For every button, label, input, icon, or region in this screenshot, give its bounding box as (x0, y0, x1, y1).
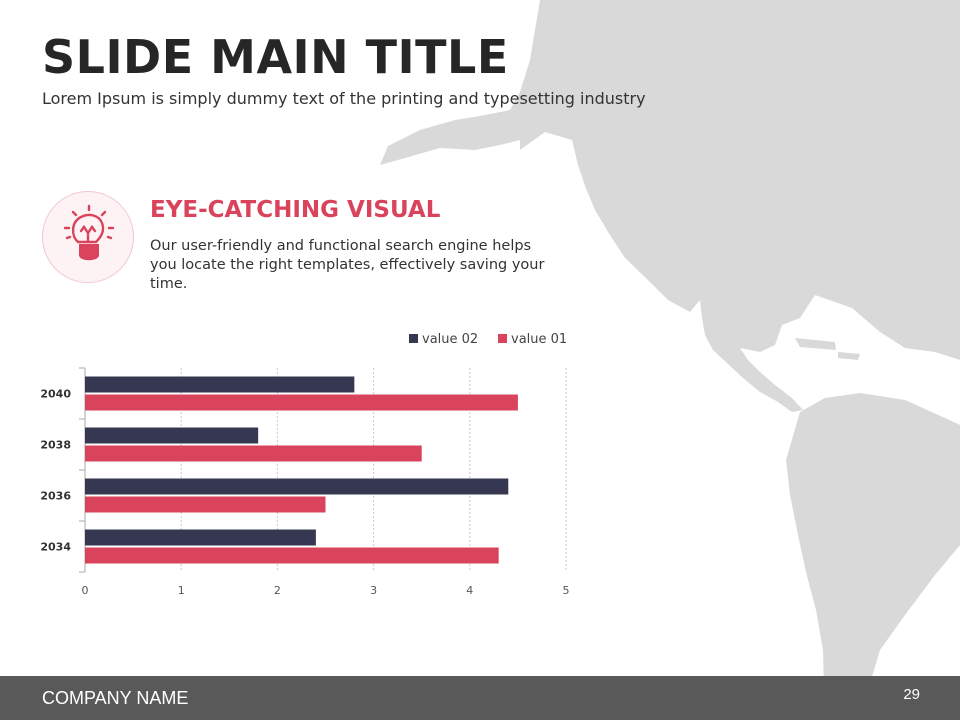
feature-icon-circle (42, 191, 134, 283)
lightbulb-icon (63, 204, 115, 261)
bar-value-02-2040 (85, 376, 355, 393)
x-tick-label: 1 (178, 584, 185, 597)
bar-value-02-2038 (85, 427, 259, 444)
company-name: COMPANY NAME (42, 688, 189, 708)
legend-swatch (498, 334, 507, 343)
x-tick-label: 0 (82, 584, 89, 597)
x-tick-label: 5 (563, 584, 570, 597)
y-tick-label: 2040 (40, 388, 71, 401)
legend-swatch (409, 334, 418, 343)
x-tick-label: 2 (274, 584, 281, 597)
bar-value-01-2040 (85, 394, 518, 411)
x-tick-label: 4 (466, 584, 473, 597)
legend-label: value 01 (511, 332, 567, 347)
y-tick-label: 2034 (40, 541, 71, 554)
slide-title: SLIDE MAIN TITLE (42, 30, 509, 84)
bar-chart: 0 1 2 3 4 5 2040 2038 2036 2034 value 02 value 01 (40, 332, 570, 597)
footer-bar: COMPANY NAME 29 (0, 676, 960, 720)
bar-value-01-2036 (85, 496, 326, 513)
y-tick-label: 2036 (40, 490, 71, 503)
feature-description: Our user-friendly and functional search … (150, 238, 545, 292)
bar-value-02-2034 (85, 529, 316, 546)
feature-heading: EYE-CATCHING VISUAL (150, 197, 441, 223)
page-number: 29 (903, 686, 920, 703)
bar-value-01-2038 (85, 445, 422, 462)
legend-label: value 02 (422, 332, 478, 347)
slide-subtitle: Lorem Ipsum is simply dummy text of the … (42, 89, 646, 108)
bar-value-01-2034 (85, 547, 499, 564)
bar-value-02-2036 (85, 478, 509, 495)
y-tick-label: 2038 (40, 439, 71, 452)
x-tick-label: 3 (370, 584, 377, 597)
